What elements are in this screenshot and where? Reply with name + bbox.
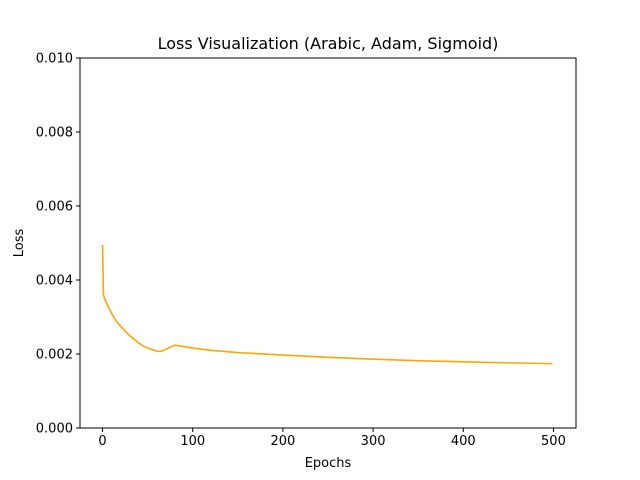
x-tick-label: 300	[361, 434, 386, 449]
x-tick-label: 500	[541, 434, 566, 449]
chart-title: Loss Visualization (Arabic, Adam, Sigmoi…	[158, 34, 499, 53]
x-tick-label: 0	[98, 434, 106, 449]
x-tick-label: 400	[451, 434, 476, 449]
x-axis-ticks: 0 100 200 300 400 500	[98, 428, 566, 449]
x-axis-label: Epochs	[305, 456, 352, 471]
x-tick-label: 200	[270, 434, 295, 449]
y-tick-label: 0.006	[36, 200, 73, 215]
y-tick-label: 0.008	[36, 126, 73, 141]
y-tick-label: 0.000	[36, 422, 73, 437]
plot-area	[79, 57, 577, 429]
x-tick-label: 100	[180, 434, 205, 449]
y-axis-label: Loss	[12, 229, 27, 258]
y-tick-label: 0.002	[36, 348, 73, 363]
loss-series-line	[101, 244, 553, 365]
y-axis-ticks: 0.000 0.002 0.004 0.006 0.008 0.010	[36, 52, 80, 437]
y-tick-label: 0.010	[36, 52, 73, 67]
series-layer	[101, 244, 553, 365]
y-tick-label: 0.004	[36, 274, 73, 289]
plot-frame	[79, 57, 577, 429]
